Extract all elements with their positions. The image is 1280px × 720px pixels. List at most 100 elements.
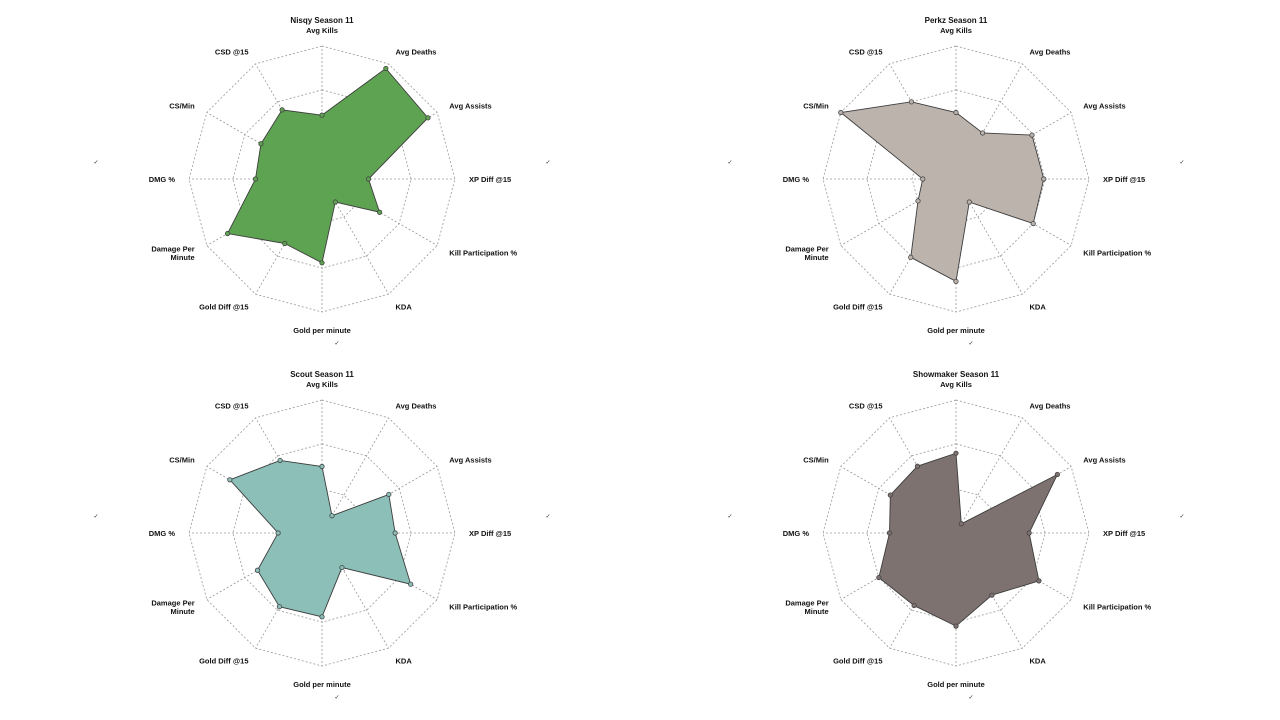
axis-label-avg-deaths: Avg Deaths: [1030, 48, 1071, 57]
axis-label-dmg-pct: DMG %: [783, 175, 810, 184]
axis-label-gold-diff-at15: Gold Diff @15: [199, 656, 248, 665]
data-point-cs-min: [227, 477, 233, 483]
axis-label-kill-participation-pct: Kill Participation %: [1083, 603, 1151, 612]
data-point-gold-per-minute: [319, 260, 325, 266]
axis-label-avg-assists: Avg Assists: [449, 102, 491, 111]
pin-icon: ✓: [93, 159, 98, 166]
axis-label-kill-participation-pct: Kill Participation %: [449, 249, 517, 258]
pin-icon: ✓: [968, 694, 973, 701]
chart-title: Perkz Season 11: [925, 16, 988, 25]
axis-label-cs-min: CS/Min: [803, 456, 829, 465]
pin-icon: ✓: [93, 513, 98, 520]
data-point-dmg-pct: [886, 530, 893, 536]
axis-label-kda: KDA: [396, 302, 413, 311]
axis-label-damage-per-minute: Damage Per Minute: [151, 244, 194, 262]
data-point-avg-kills: [953, 109, 959, 116]
data-point-kda: [339, 564, 345, 571]
axis-label-csd-at15: CSD @15: [849, 48, 883, 57]
axis-label-damage-per-minute: Damage Per Minute: [785, 244, 828, 262]
axis-label-xp-diff-at15: XP Diff @15: [469, 529, 511, 538]
data-point-cs-min: [258, 141, 264, 147]
data-point-avg-deaths: [979, 130, 986, 136]
pin-icon: ✓: [334, 694, 339, 701]
series-area: [226, 67, 429, 264]
data-point-dmg-pct: [252, 176, 259, 182]
series-area: [229, 459, 412, 618]
data-point-gold-per-minute: [953, 623, 959, 629]
chart-title: Scout Season 11: [290, 370, 354, 379]
axis-label-avg-kills: Avg Kills: [306, 380, 338, 389]
data-point-csd-at15: [279, 107, 285, 113]
data-point-avg-deaths: [383, 65, 389, 72]
data-point-xp-diff-at15: [392, 530, 398, 536]
axis-label-kill-participation-pct: Kill Participation %: [449, 603, 517, 612]
data-point-avg-assists: [1054, 471, 1060, 478]
axis-label-avg-kills: Avg Kills: [940, 380, 972, 389]
pin-icon: ✓: [727, 159, 732, 166]
data-point-avg-assists: [425, 115, 431, 121]
axis-label-gold-per-minute: Gold per minute: [293, 326, 351, 335]
axis-label-kda: KDA: [1030, 302, 1047, 311]
data-point-gold-diff-at15: [911, 602, 917, 609]
pin-icon: ✓: [545, 513, 550, 520]
pin-icon: ✓: [1179, 159, 1184, 166]
chart-title: Nisqy Season 11: [290, 16, 354, 25]
axis-label-damage-per-minute: Damage Per Minute: [151, 598, 194, 616]
axis-label-dmg-pct: DMG %: [149, 175, 176, 184]
pin-icon: ✓: [1179, 513, 1184, 520]
axis-label-kill-participation-pct: Kill Participation %: [1083, 249, 1151, 258]
axis-label-csd-at15: CSD @15: [215, 402, 249, 411]
series-area: [878, 452, 1059, 627]
axis-label-cs-min: CS/Min: [803, 102, 829, 111]
axis-label-avg-assists: Avg Assists: [1083, 102, 1125, 111]
axis-label-dmg-pct: DMG %: [149, 529, 176, 538]
pin-icon: ✓: [545, 159, 550, 166]
data-point-damage-per-minute: [224, 230, 231, 237]
axis-label-avg-kills: Avg Kills: [940, 26, 972, 35]
axis-label-gold-per-minute: Gold per minute: [927, 326, 985, 335]
pin-icon: ✓: [968, 340, 973, 347]
axis-label-dmg-pct: DMG %: [783, 529, 810, 538]
data-point-kda: [966, 199, 972, 205]
data-point-cs-min: [838, 109, 844, 116]
data-point-damage-per-minute: [876, 574, 882, 581]
data-point-avg-kills: [319, 112, 325, 118]
data-point-gold-diff-at15: [276, 604, 283, 610]
data-point-avg-kills: [319, 463, 325, 470]
data-point-xp-diff-at15: [1026, 530, 1032, 536]
axis-label-avg-deaths: Avg Deaths: [396, 402, 437, 411]
axis-label-avg-assists: Avg Assists: [1083, 456, 1125, 465]
data-point-kill-participation-pct: [376, 209, 383, 215]
data-point-gold-diff-at15: [282, 240, 288, 247]
data-point-avg-assists: [1029, 132, 1035, 138]
axis-label-gold-diff-at15: Gold Diff @15: [199, 302, 248, 311]
axis-label-kda: KDA: [1030, 656, 1047, 665]
data-point-kda: [332, 199, 338, 205]
axis-label-avg-deaths: Avg Deaths: [1030, 402, 1071, 411]
axis-label-damage-per-minute: Damage Per Minute: [785, 598, 828, 616]
data-point-csd-at15: [908, 99, 915, 105]
data-point-gold-diff-at15: [908, 254, 914, 260]
data-point-xp-diff-at15: [365, 176, 372, 182]
series-area: [839, 101, 1045, 283]
data-point-gold-per-minute: [319, 614, 325, 620]
data-point-avg-kills: [953, 450, 959, 456]
axis-label-avg-deaths: Avg Deaths: [396, 48, 437, 57]
axis-label-csd-at15: CSD @15: [215, 48, 249, 57]
data-point-gold-per-minute: [953, 278, 959, 285]
axis-label-avg-assists: Avg Assists: [449, 456, 491, 465]
axis-label-xp-diff-at15: XP Diff @15: [1103, 529, 1145, 538]
data-point-kill-participation-pct: [1030, 220, 1036, 227]
pin-icon: ✓: [334, 340, 339, 347]
data-point-kill-participation-pct: [1036, 578, 1042, 584]
data-point-cs-min: [887, 492, 893, 498]
data-point-csd-at15: [914, 463, 921, 469]
axis-label-csd-at15: CSD @15: [849, 402, 883, 411]
data-point-damage-per-minute: [915, 198, 921, 204]
data-point-kill-participation-pct: [408, 581, 414, 587]
axis-label-gold-per-minute: Gold per minute: [293, 680, 351, 689]
data-point-avg-assists: [386, 491, 392, 498]
data-point-dmg-pct: [275, 530, 281, 536]
